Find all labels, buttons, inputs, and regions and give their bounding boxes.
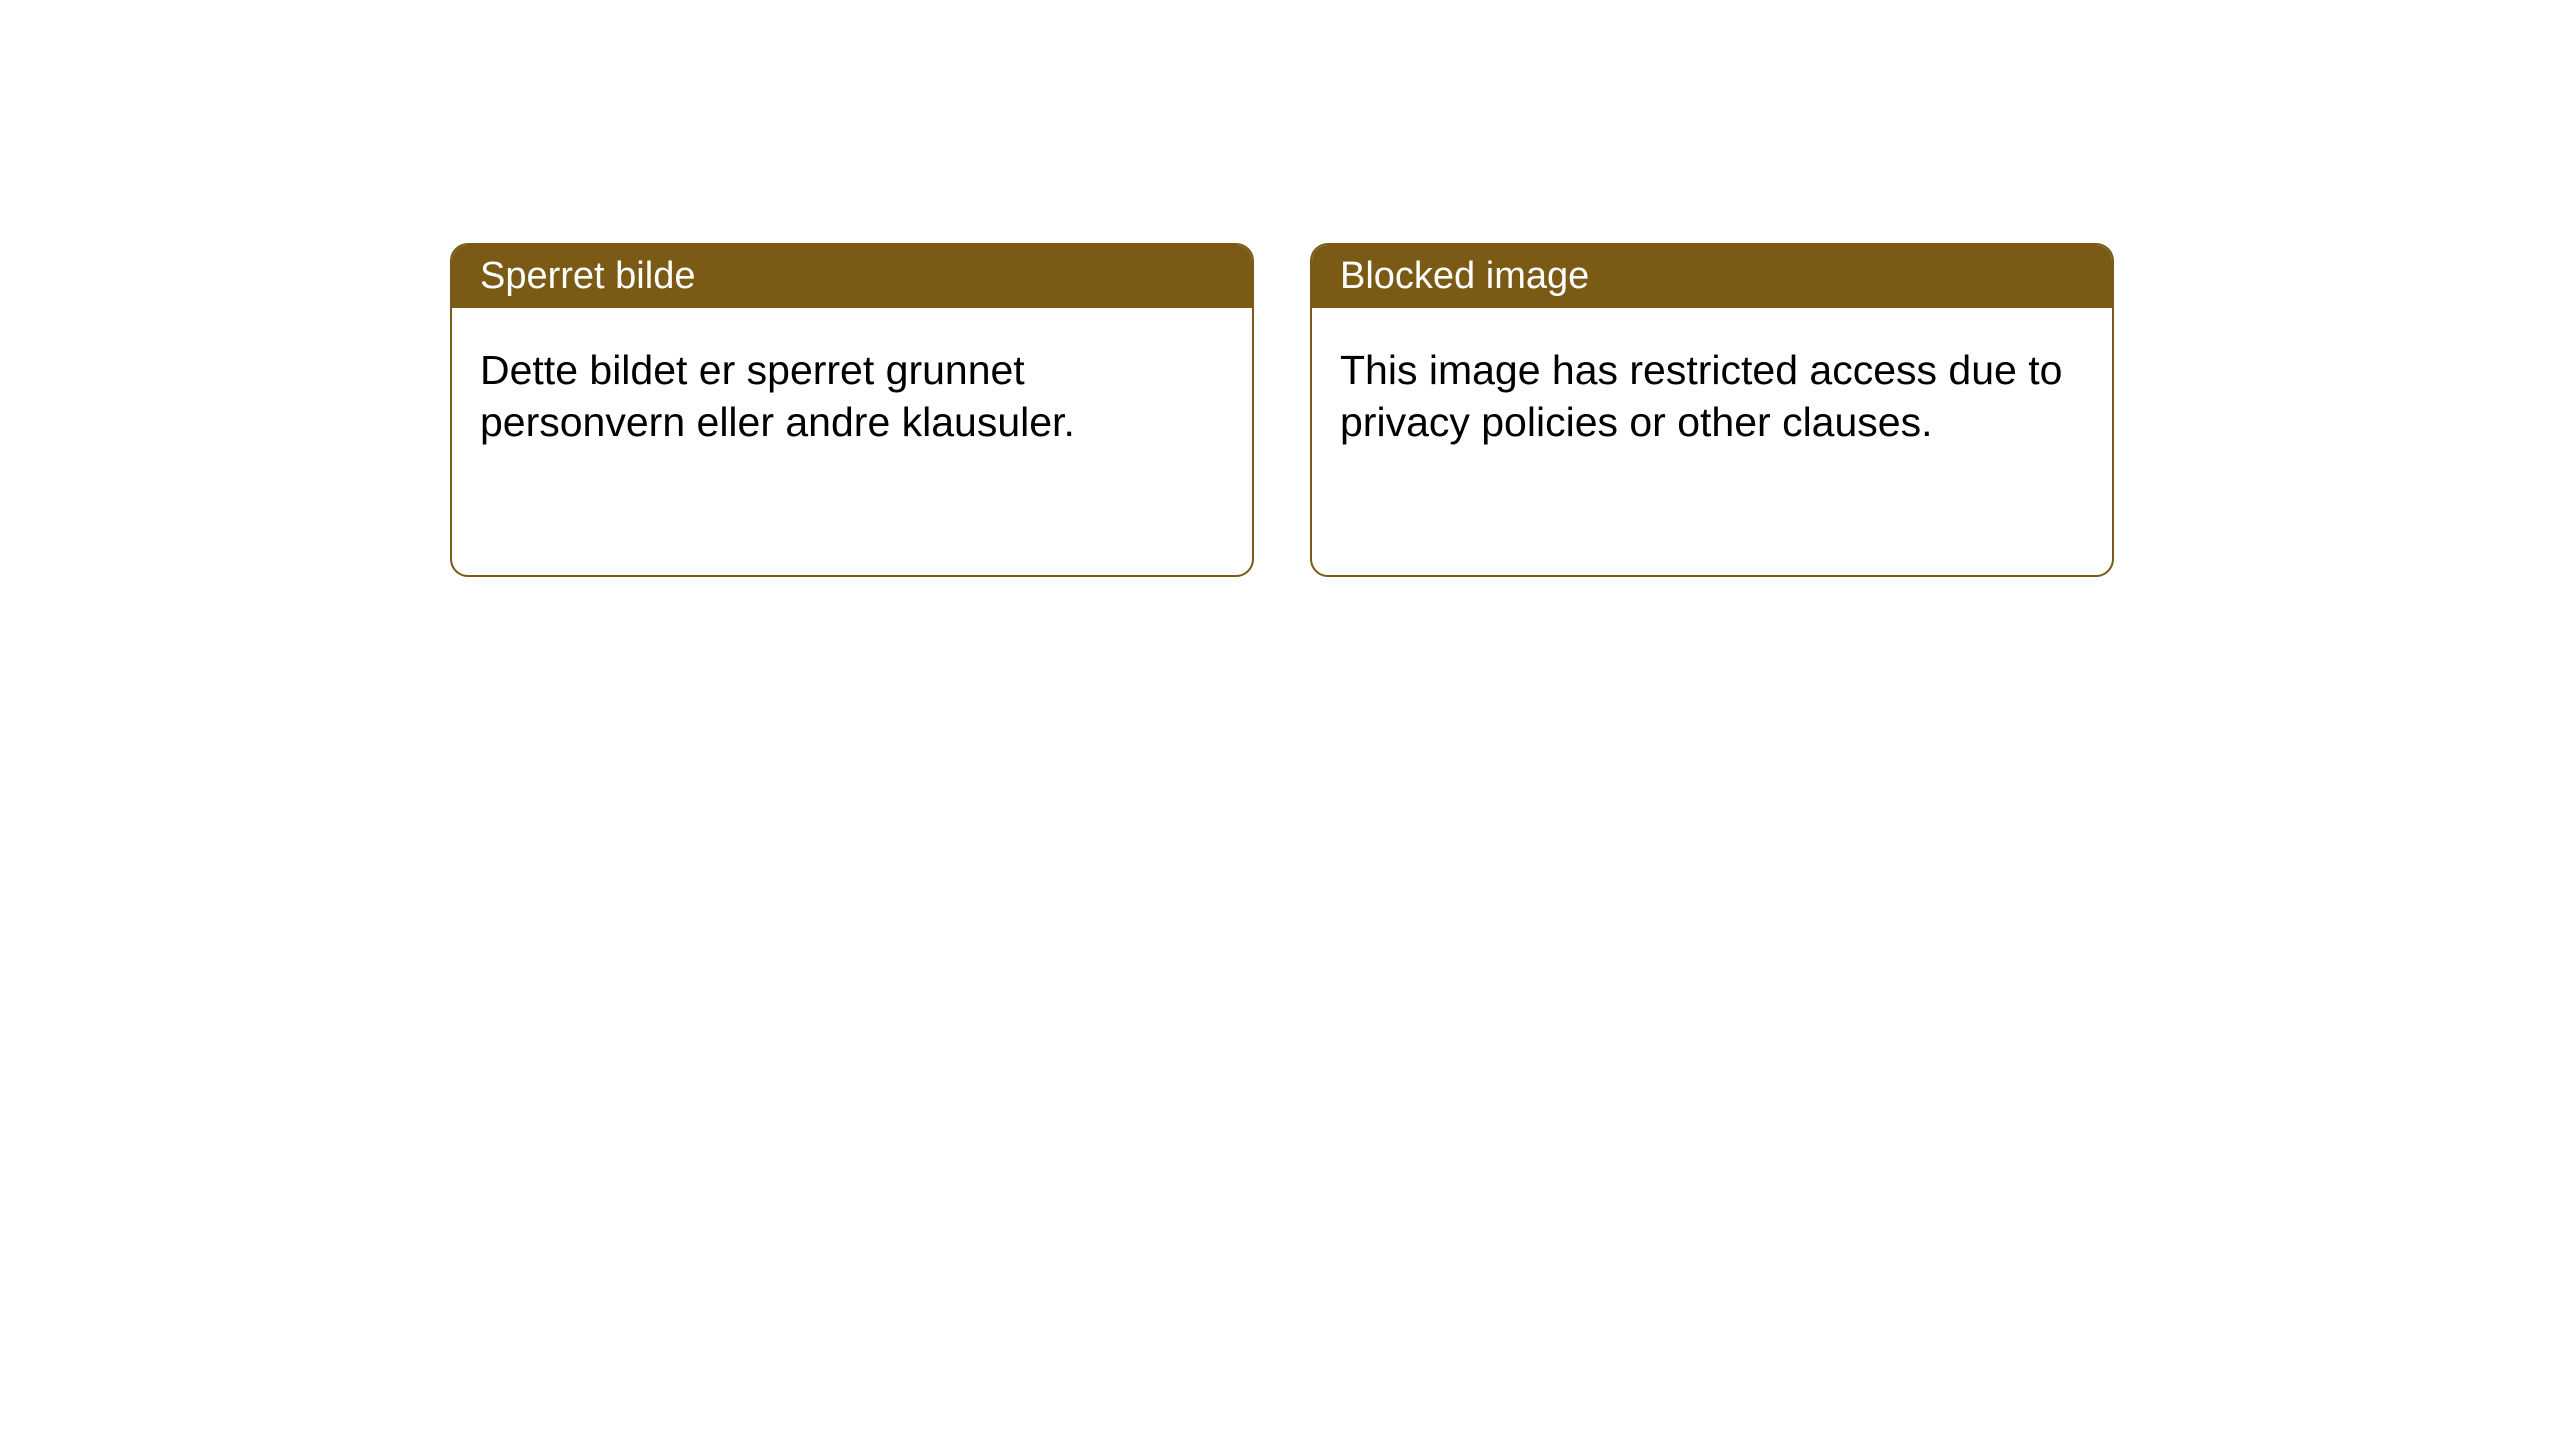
card-title: Blocked image xyxy=(1340,255,1589,297)
blocked-image-card-no: Sperret bilde Dette bildet er sperret gr… xyxy=(450,243,1254,577)
blocked-image-card-en: Blocked image This image has restricted … xyxy=(1310,243,2114,577)
card-header: Blocked image xyxy=(1312,245,2112,308)
card-body-text: This image has restricted access due to … xyxy=(1340,347,2062,445)
card-body: Dette bildet er sperret grunnet personve… xyxy=(452,308,1252,485)
card-title: Sperret bilde xyxy=(480,255,695,297)
card-body-text: Dette bildet er sperret grunnet personve… xyxy=(480,347,1075,445)
card-body: This image has restricted access due to … xyxy=(1312,308,2112,485)
cards-container: Sperret bilde Dette bildet er sperret gr… xyxy=(450,243,2114,577)
card-header: Sperret bilde xyxy=(452,245,1252,308)
